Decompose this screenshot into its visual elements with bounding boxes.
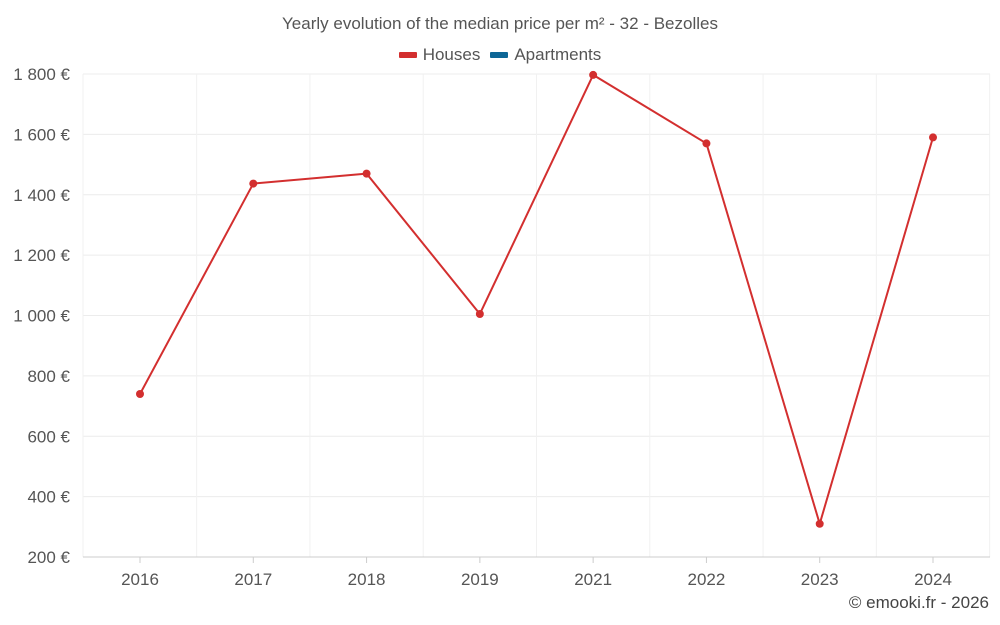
x-tick-label: 2023 bbox=[801, 570, 839, 589]
series-line-houses bbox=[139, 73, 934, 525]
x-tick-label: 2021 bbox=[574, 570, 612, 589]
x-tick-label: 2017 bbox=[234, 570, 272, 589]
legend-label-houses: Houses bbox=[422, 45, 481, 64]
x-tick-label: 2019 bbox=[461, 570, 499, 589]
x-tick-label: 2016 bbox=[121, 570, 159, 589]
legend-label-apartments: Apartments bbox=[514, 45, 602, 64]
y-tick-label: 600 € bbox=[27, 427, 70, 446]
y-tick-label: 400 € bbox=[27, 488, 70, 507]
x-tick-label: 2024 bbox=[914, 570, 952, 589]
x-tick-label: 2022 bbox=[688, 570, 726, 589]
credit-text: © emooki.fr - 2026 bbox=[848, 593, 989, 612]
y-tick-label: 1 200 € bbox=[13, 246, 70, 265]
data-point-houses bbox=[475, 309, 484, 318]
y-tick-label: 1 600 € bbox=[13, 125, 70, 144]
legend-item-apartments[interactable]: Apartments bbox=[490, 45, 601, 65]
y-tick-label: 200 € bbox=[27, 548, 70, 567]
data-point-houses bbox=[702, 139, 711, 148]
legend-item-houses[interactable]: Houses bbox=[398, 45, 481, 65]
data-point-houses bbox=[929, 133, 937, 142]
data-point-houses bbox=[815, 519, 824, 528]
chart-title: Yearly evolution of the median price per… bbox=[282, 14, 718, 33]
data-point-houses bbox=[589, 70, 598, 79]
data-point-houses bbox=[249, 179, 258, 188]
y-tick-label: 1 800 € bbox=[13, 65, 70, 84]
x-tick-label: 2018 bbox=[348, 570, 386, 589]
y-tick-label: 1 400 € bbox=[13, 186, 70, 205]
y-tick-label: 1 000 € bbox=[13, 307, 70, 326]
chart-legend: Houses Apartments bbox=[0, 45, 1000, 65]
legend-swatch-apartments bbox=[490, 52, 509, 58]
data-point-houses bbox=[362, 169, 371, 178]
y-tick-label: 800 € bbox=[27, 367, 70, 386]
data-point-houses bbox=[136, 389, 144, 398]
legend-swatch-houses bbox=[398, 52, 417, 58]
